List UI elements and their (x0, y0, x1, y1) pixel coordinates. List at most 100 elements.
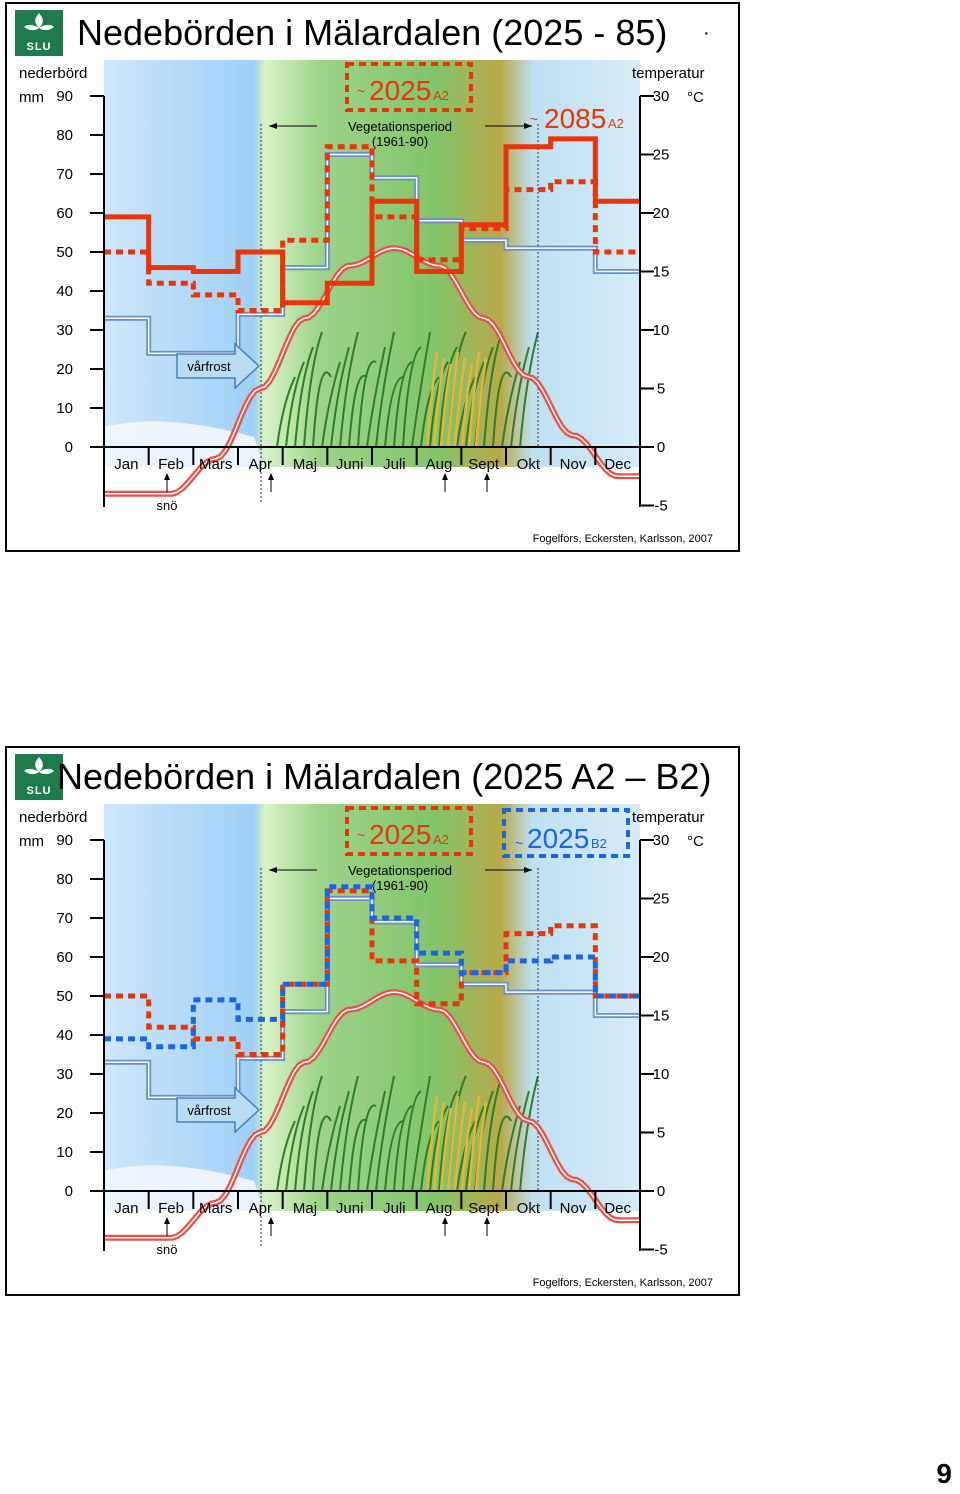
wheat-stalk (425, 1095, 439, 1192)
grass-blade (456, 376, 476, 448)
month-label: Jan (114, 1200, 138, 1217)
left-tick-label: 70 (56, 910, 73, 927)
month-label: Juli (383, 456, 406, 473)
grass-blade (519, 1075, 539, 1192)
grass-blade (312, 1115, 332, 1192)
label-b-year: 2085 (544, 103, 606, 134)
left-tick-label: 30 (56, 322, 73, 339)
month-label: Nov (560, 1200, 587, 1217)
grass-blade (339, 1075, 359, 1192)
month-label: Dec (604, 1200, 631, 1217)
grass-blade (303, 331, 323, 448)
slu-leaf-icon (24, 757, 54, 775)
slide-title: Nedebörden i Mälardalen (2025 - 85) (77, 12, 668, 53)
left-tick-label: 80 (56, 127, 73, 144)
grass-blade (321, 361, 341, 448)
month-label: Sept (468, 1200, 500, 1217)
temperature-curve-highlight (104, 991, 640, 1239)
grass-blade (312, 371, 332, 448)
grass-blade (285, 1105, 305, 1192)
left-tick-label: 80 (56, 871, 73, 888)
series-2085-a2-step (104, 136, 640, 306)
snow-label: snö (157, 1242, 178, 1257)
month-label: Mars (199, 456, 232, 473)
slu-logo: SLU (15, 754, 63, 800)
label-a-year: 2025 (369, 819, 431, 850)
month-label: Aug (426, 456, 453, 473)
right-tick-label: -5 (654, 498, 667, 515)
left-tick-label: 60 (56, 205, 73, 222)
grass-blade (357, 360, 377, 448)
month-label: Apr (249, 1200, 272, 1217)
slu-leaf-icon (24, 13, 54, 31)
grass-blade (339, 331, 359, 448)
left-tick-label: 50 (56, 988, 73, 1005)
month-label: Apr (249, 456, 272, 473)
left-tick-label: 40 (56, 1027, 73, 1044)
slide-2025-85: SLU Nedebörden i Mälardalen (2025 - 85) … (5, 2, 740, 552)
label-a-sub: A2 (433, 832, 449, 847)
page-number: 9 (936, 1458, 952, 1489)
month-label: Okt (517, 1200, 541, 1217)
grass-blade (420, 1120, 440, 1192)
label-b-sub: B2 (591, 836, 607, 851)
grass-blade (492, 1115, 512, 1192)
wheat-stalk (439, 363, 453, 448)
veg-period-years: (1961-90) (372, 878, 428, 893)
marker-arrowhead-sept (484, 1217, 490, 1224)
grass-blade (366, 1090, 386, 1192)
label-b-tilde: ~ (515, 835, 523, 851)
grass-blade (429, 361, 449, 448)
left-tick-label: 70 (56, 166, 73, 183)
veg-period-years: (1961-90) (372, 134, 428, 149)
grass-blade (411, 1075, 431, 1192)
credit: Fogelfors, Eckersten, Karlsson, 2007 (533, 533, 713, 545)
wheat-stalk (446, 1095, 460, 1192)
precipitation-chart: Vegetationsperiod(1961-90) nederbörd mm tem… (19, 804, 713, 1289)
wheat-stalk (446, 351, 460, 448)
right-tick-label: 0 (657, 1183, 665, 1200)
grass-blade (330, 1090, 350, 1192)
right-tick-label: 10 (653, 322, 670, 339)
label-box-a (345, 806, 473, 856)
label-a-tilde: ~ (357, 827, 365, 843)
wheat-stalk (467, 351, 481, 448)
month-label: Juni (336, 456, 364, 473)
series-2025-a2-step (104, 144, 640, 313)
grass-blade (276, 1120, 296, 1192)
wheat-stalk (432, 1101, 446, 1192)
right-tick-label: -5 (654, 1242, 667, 1259)
grass-blade (492, 371, 512, 448)
right-tick-label: 25 (653, 891, 670, 908)
title-dot: · (703, 22, 710, 44)
right-tick-label: 15 (653, 1008, 670, 1025)
slide-2025-a2-b2: SLU Nedebörden i Mälardalen (2025 A2 – B… (5, 746, 740, 1296)
grass-blade (429, 1105, 449, 1192)
left-tick-label: 20 (56, 1105, 73, 1122)
marker-arrowhead-sept (484, 473, 490, 480)
right-axis-unit: °C (687, 833, 704, 850)
right-tick-label: 5 (657, 1125, 665, 1142)
month-label: Dec (604, 456, 631, 473)
right-tick-label: 20 (653, 949, 670, 966)
month-label: Aug (426, 1200, 453, 1217)
left-axis-unit: mm (19, 89, 44, 106)
right-tick-label: 30 (653, 832, 670, 849)
series-2025-a2-step (104, 888, 640, 1057)
left-tick-label: 10 (56, 1144, 73, 1161)
grass-blade (402, 346, 422, 448)
left-tick-label: 0 (65, 1183, 73, 1200)
left-axis-unit: mm (19, 833, 44, 850)
label-a-sub: A2 (433, 88, 449, 103)
month-label: Okt (517, 456, 541, 473)
label-a-tilde: ~ (357, 83, 365, 99)
wheat-stalk (453, 357, 467, 448)
grass-blade (438, 1090, 458, 1192)
grass-blade (375, 1075, 395, 1192)
series-2025-b2-step (104, 884, 640, 1050)
spring-frost-label: vårfrost (187, 359, 231, 374)
grass-blade (393, 1105, 413, 1192)
month-label: Feb (158, 1200, 184, 1217)
veg-arrow-right-head (524, 867, 532, 873)
grass-blade (393, 361, 413, 448)
